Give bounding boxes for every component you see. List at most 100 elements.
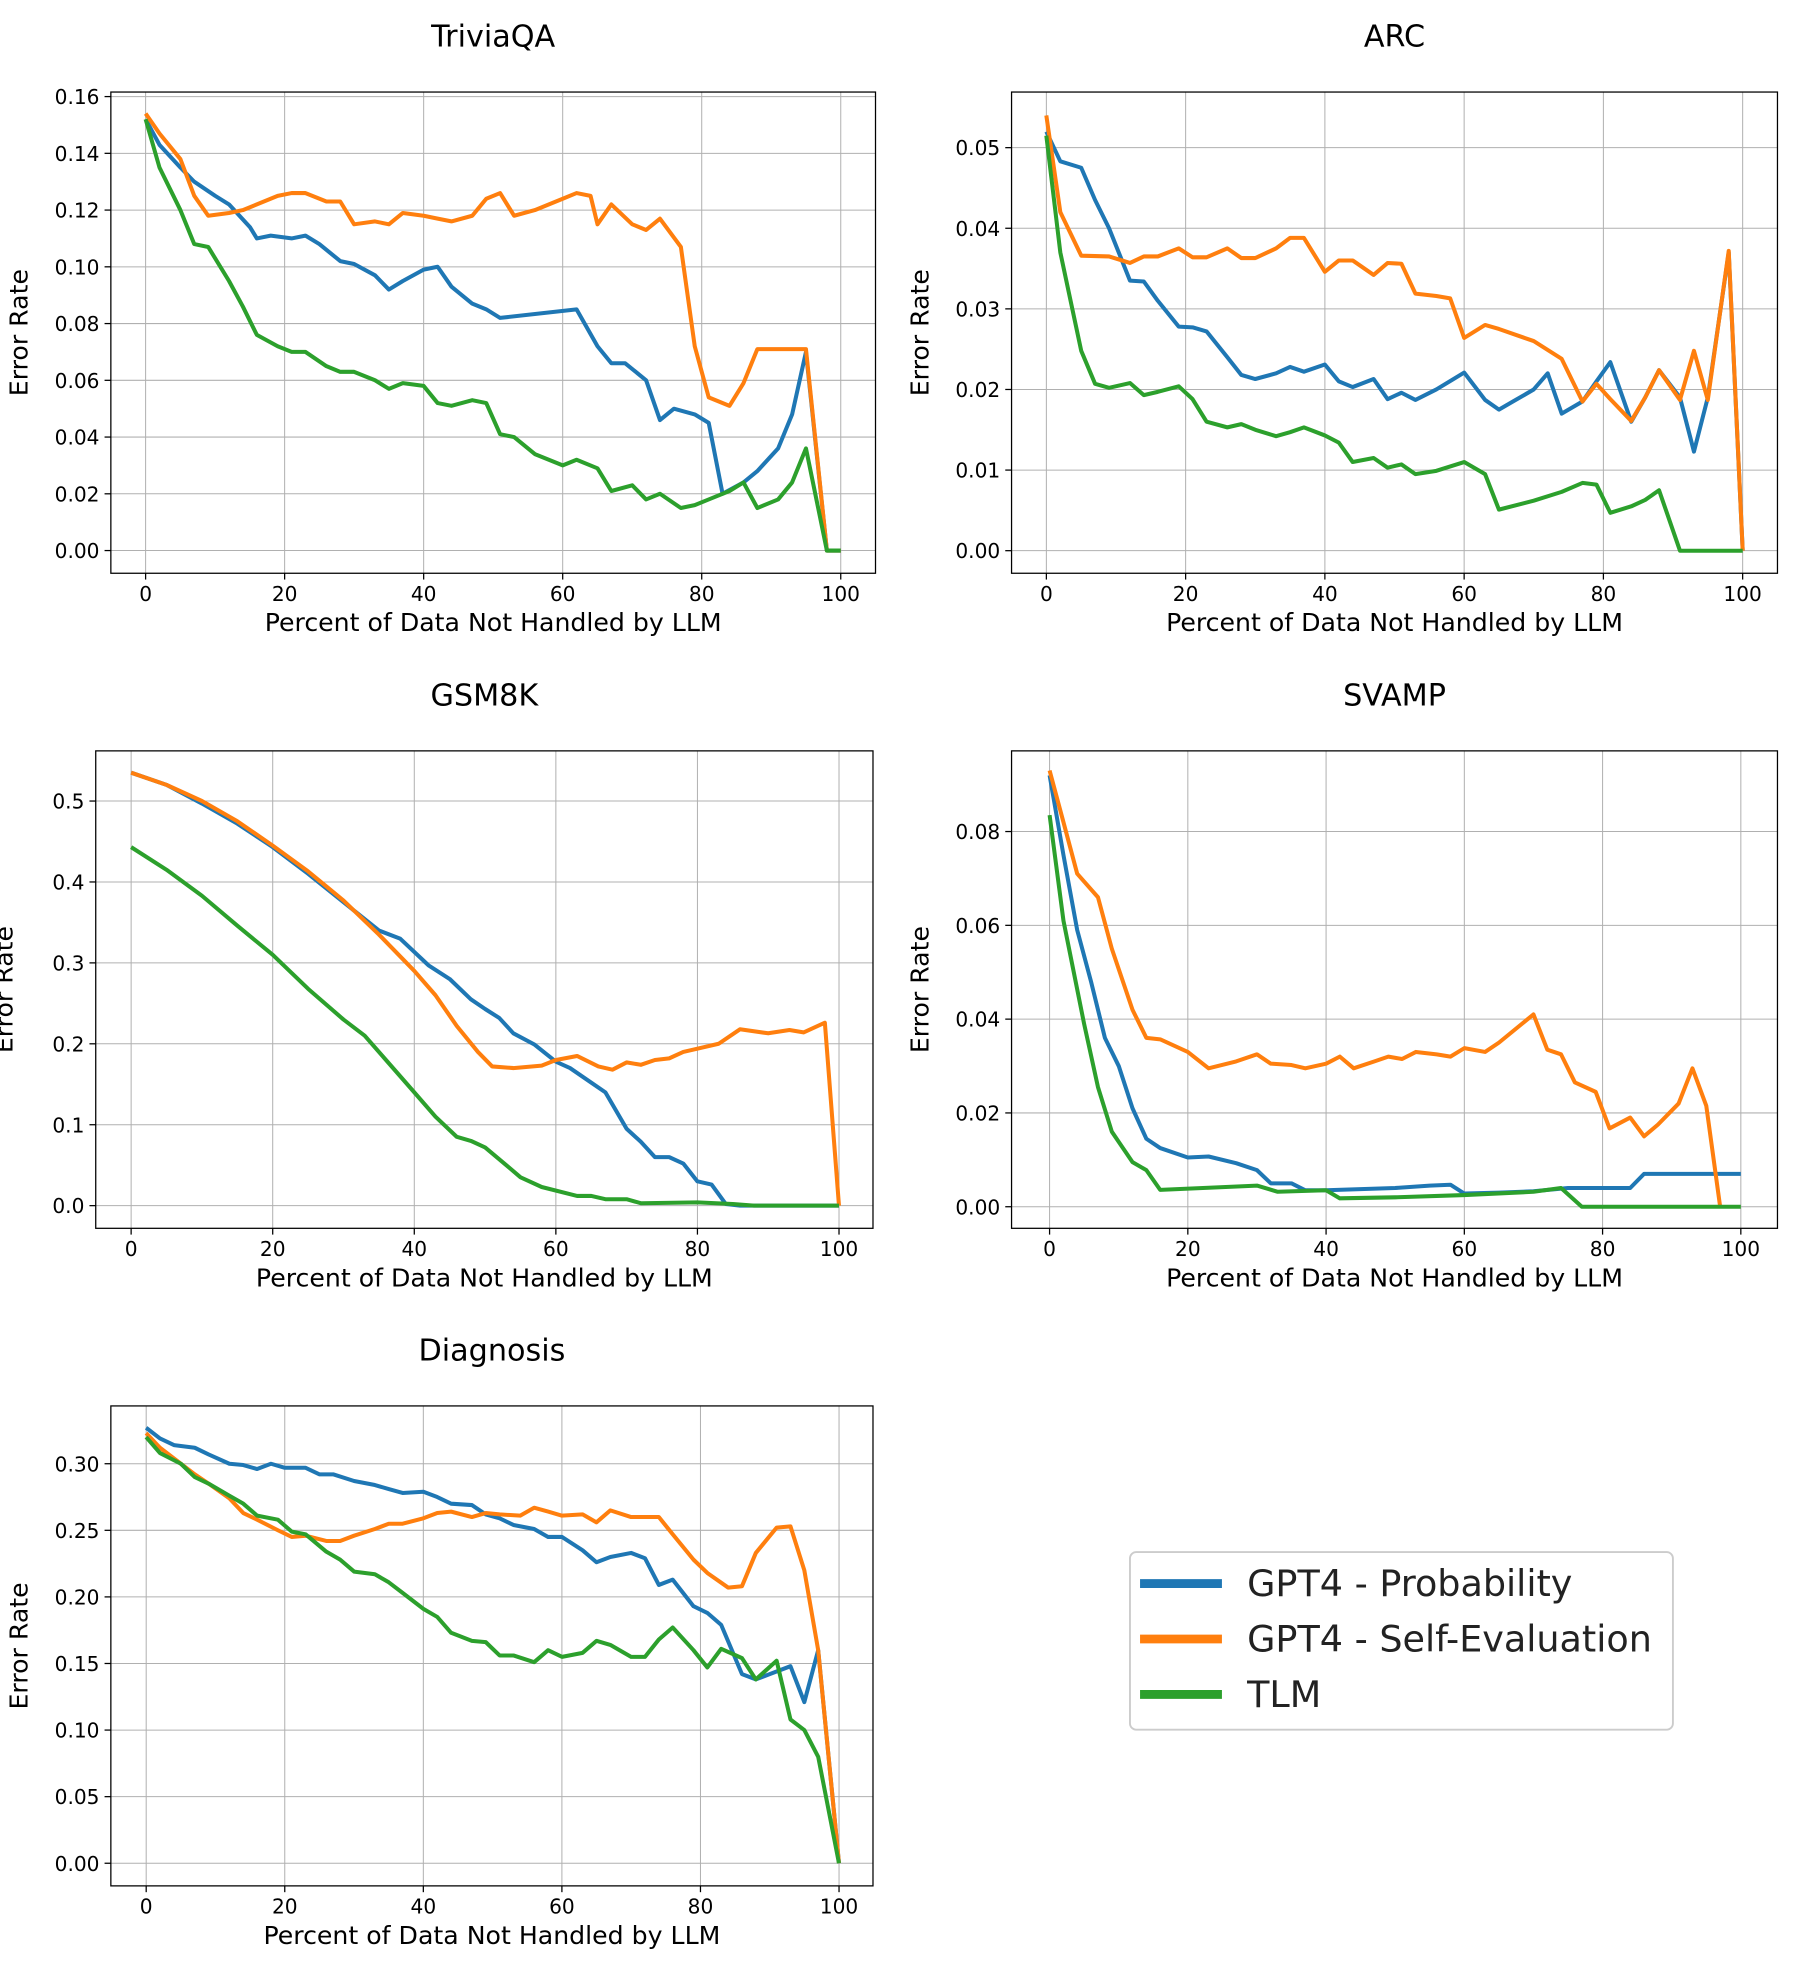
y-tick-label: 0.06	[55, 369, 100, 393]
x-tick-label: 100	[820, 1895, 858, 1919]
y-axis-label: Error Rate	[905, 269, 934, 396]
x-tick-label: 20	[272, 582, 298, 606]
series-line-gpt4-probability	[1047, 774, 1741, 1196]
x-tick-label: 20	[272, 1895, 298, 1919]
x-tick-label: 60	[543, 1237, 569, 1261]
y-tick-label: 0.04	[55, 426, 100, 450]
x-tick-label: 100	[820, 1237, 858, 1261]
x-tick-label: 20	[1173, 582, 1199, 606]
chart-diagnosis: 0 20 40 60 80 100 0.00 0.05 0.10 0.15 0.20 0.25 0.30…	[5, 1334, 874, 1950]
x-tick-label: 80	[1591, 582, 1617, 606]
series-line-gpt4-self-evaluation	[1047, 770, 1723, 1208]
series-line-gpt4-self-evaluation	[130, 770, 841, 1206]
y-tick-label: 0.5	[52, 790, 84, 814]
x-axis-label: Percent of Data Not Handled by LLM	[1166, 1263, 1623, 1292]
y-tick-label: 0.06	[955, 914, 1000, 938]
chart-gsm8k: 0 20 40 60 80 100 0.0 0.1 0.2 0.3 0.4 0.5 GSM8K Perce…	[0, 679, 874, 1292]
y-tick-label: 0.10	[55, 1719, 100, 1743]
y-tick-label: 0.05	[955, 136, 1000, 160]
legend-label-gpt4-probability: GPT4 - Probability	[1247, 1562, 1572, 1605]
plots: 0 20 40 60 80 1000.000.020.040.060.080.100.12…	[0, 20, 1779, 1950]
series-line-gpt4-probability	[1044, 130, 1745, 551]
x-tick-label: 40	[411, 1895, 437, 1919]
y-tick-label: 0.00	[55, 1852, 100, 1876]
chart-title: GSM8K	[431, 679, 540, 714]
x-tick-label: 60	[550, 582, 576, 606]
series-line-gpt4-self-evaluation	[143, 112, 841, 553]
axes-frame	[1010, 750, 1779, 1229]
y-tick-label: 0.08	[955, 820, 1000, 844]
chart-title: TriviaQA	[430, 20, 555, 55]
series-line-gpt4-self-evaluation	[144, 1431, 841, 1864]
x-tick-label: 0	[139, 582, 152, 606]
y-tick-label: 0.04	[955, 217, 1000, 241]
y-tick-label: 0.02	[955, 378, 1000, 402]
y-tick-label: 0.1	[52, 1113, 84, 1137]
y-tick-label: 0.12	[55, 199, 100, 223]
chart-triviaqa: 0 20 40 60 80 100 0.00 0.02 0.04 0.06 0.08 0.10 0.12…	[5, 20, 877, 637]
chart-title: SVAMP	[1343, 679, 1446, 714]
y-axis-label: Error Rate	[5, 1582, 34, 1709]
chart-title: ARC	[1364, 20, 1425, 55]
x-tick-label: 100	[822, 582, 860, 606]
x-axis-label: Percent of Data Not Handled by LLM	[265, 608, 722, 637]
x-tick-label: 40	[401, 1237, 427, 1261]
y-axis-label: Error Rate	[0, 926, 19, 1053]
x-tick-label: 80	[688, 1895, 714, 1919]
y-tick-label: 0.20	[55, 1585, 100, 1609]
x-tick-label: 0	[140, 1895, 153, 1919]
legend: GPT4 - Probability GPT4 - Self-Evaluatio…	[1129, 1551, 1674, 1731]
x-tick-label: 60	[549, 1895, 575, 1919]
y-tick-label: 0.3	[52, 951, 84, 975]
legend-label-tlm: TLM	[1246, 1673, 1321, 1716]
y-tick-label: 0.04	[955, 1008, 1000, 1032]
x-tick-label: 0	[1043, 1237, 1056, 1261]
axes-frame	[95, 750, 874, 1229]
chart-svamp: 0 20 40 60 80 100 0.00 0.02 0.04 0.06 0.08 SVAMP Per…	[905, 679, 1779, 1292]
y-tick-label: 0.00	[55, 539, 100, 563]
y-tick-label: 0.15	[55, 1652, 100, 1676]
x-axis-label: Percent of Data Not Handled by LLM	[263, 1921, 720, 1950]
series-line-tlm	[144, 1435, 841, 1864]
x-tick-label: 0	[125, 1237, 138, 1261]
legend-frame	[1129, 1551, 1674, 1731]
y-tick-label: 0.02	[955, 1101, 1000, 1125]
x-tick-label: 20	[260, 1237, 286, 1261]
y-axis-label: Error Rate	[5, 269, 34, 396]
y-tick-label: 0.00	[955, 539, 1000, 563]
y-tick-label: 0.02	[55, 482, 100, 506]
y-tick-label: 0.00	[955, 1195, 1000, 1219]
series-line-tlm	[130, 845, 839, 1208]
y-tick-label: 0.0	[52, 1194, 84, 1218]
y-axis-label: Error Rate	[905, 926, 934, 1053]
x-tick-label: 40	[411, 582, 437, 606]
y-tick-label: 0.30	[55, 1452, 100, 1476]
series-line-gpt4-probability	[130, 770, 839, 1208]
y-tick-label: 0.2	[52, 1032, 84, 1056]
x-axis-label: Percent of Data Not Handled by LLM	[256, 1263, 713, 1292]
series-line-tlm	[143, 118, 841, 553]
legend-label-gpt4-self-evaluation: GPT4 - Self-Evaluation	[1247, 1618, 1652, 1661]
axes-frame	[110, 91, 877, 574]
series-line-gpt4-probability	[144, 1426, 841, 1864]
x-tick-label: 40	[1313, 1237, 1339, 1261]
x-tick-label: 20	[1175, 1237, 1201, 1261]
series-line-tlm	[1047, 814, 1741, 1209]
y-tick-label: 0.10	[55, 255, 100, 279]
y-tick-label: 0.25	[55, 1519, 100, 1543]
x-tick-label: 80	[1590, 1237, 1616, 1261]
x-tick-label: 0	[1040, 582, 1053, 606]
x-tick-label: 100	[1723, 582, 1761, 606]
series-line-gpt4-self-evaluation	[1044, 115, 1745, 551]
x-axis-label: Percent of Data Not Handled by LLM	[1166, 608, 1623, 637]
y-tick-label: 0.05	[55, 1785, 100, 1809]
x-tick-label: 80	[689, 582, 715, 606]
axes-frame	[110, 1405, 874, 1887]
y-tick-label: 0.4	[52, 871, 84, 895]
x-tick-label: 40	[1312, 582, 1338, 606]
x-tick-label: 80	[685, 1237, 711, 1261]
y-tick-label: 0.01	[955, 459, 1000, 483]
y-tick-label: 0.08	[55, 312, 100, 336]
y-tick-label: 0.03	[955, 297, 1000, 321]
